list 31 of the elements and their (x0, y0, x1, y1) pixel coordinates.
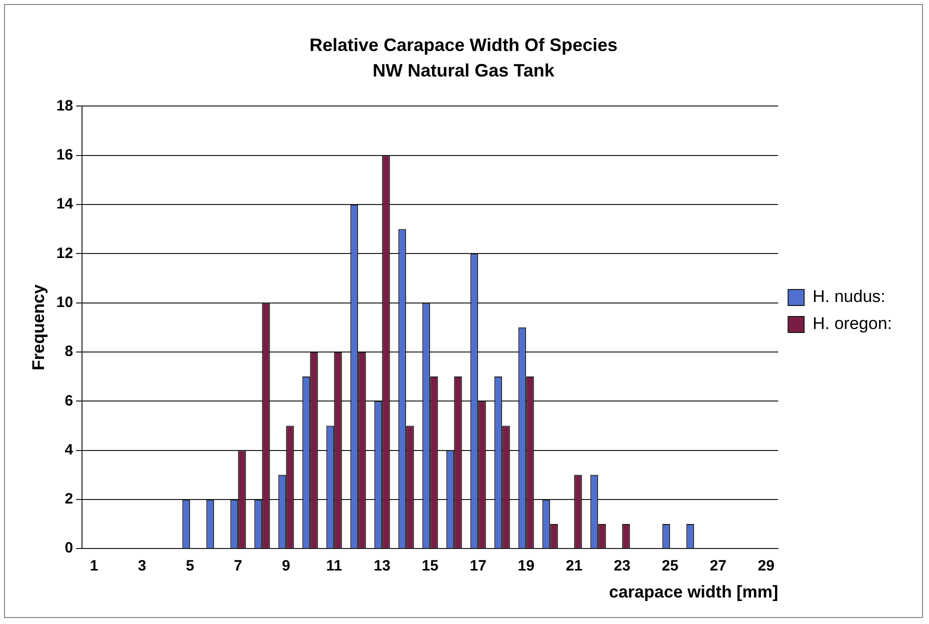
x-tick-label: 5 (186, 558, 194, 575)
x-tick-label: 11 (326, 558, 342, 575)
x-tick-label: 23 (614, 558, 630, 575)
y-tick-label: 12 (56, 244, 74, 262)
y-tick-label: 10 (56, 294, 74, 311)
y-tick-label: 14 (56, 196, 74, 213)
y-tick-label: 0 (64, 540, 74, 557)
x-tick-label: 7 (234, 558, 242, 575)
y-tick-label: 6 (64, 392, 74, 410)
y-axis-title: Frequency (28, 284, 48, 370)
x-axis-title: carapace width [mm] (609, 582, 778, 602)
y-tick-label: 16 (56, 146, 74, 164)
chart-subtitle: NW Natural Gas Tank (372, 60, 556, 80)
legend-label: H. oregon: (812, 314, 892, 334)
x-tick-label: 25 (662, 558, 678, 575)
x-tick-label: 15 (422, 558, 438, 575)
x-tick-label: 9 (282, 558, 290, 575)
x-tick-label: 17 (470, 558, 486, 575)
x-tick-label: 1 (90, 558, 98, 575)
chart-title: Relative Carapace Width Of Species (310, 34, 618, 55)
y-tick-label: 2 (64, 490, 74, 508)
legend-label: H. nudus: (812, 287, 886, 306)
x-tick-label: 29 (758, 558, 774, 575)
x-tick-label: 3 (138, 558, 146, 575)
y-tick-label: 18 (56, 97, 74, 114)
y-tick-label: 8 (64, 343, 74, 360)
x-tick-label: 27 (710, 558, 726, 575)
x-tick-label: 19 (518, 558, 534, 575)
x-tick-label: 13 (374, 558, 390, 575)
x-tick-label: 21 (566, 558, 582, 575)
y-tick-label: 4 (64, 441, 74, 458)
